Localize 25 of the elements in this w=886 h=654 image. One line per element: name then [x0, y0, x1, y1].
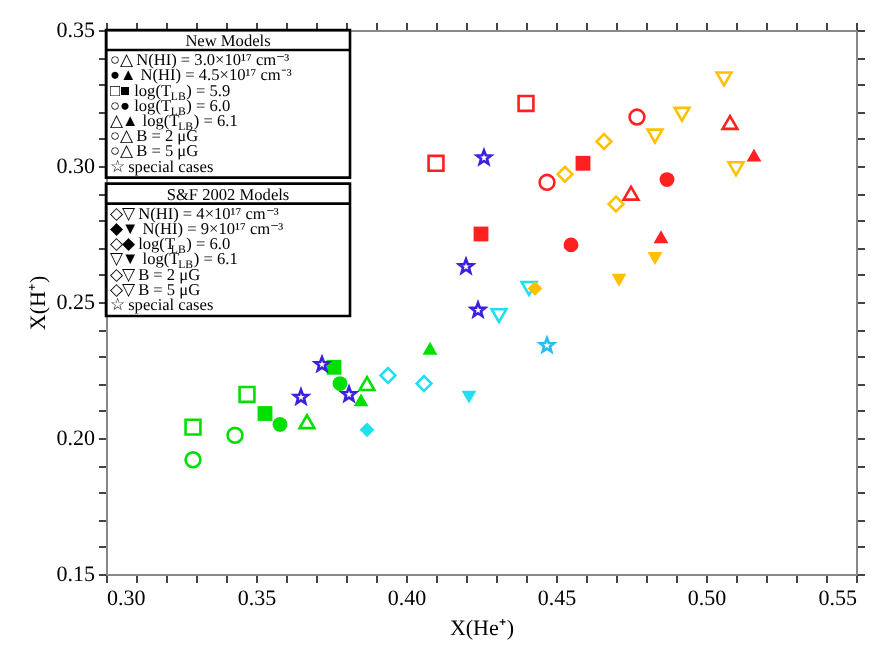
x-tick-label: 0.45	[537, 587, 578, 611]
y-tick-label: 0.15	[56, 563, 96, 587]
annotation: ◇▽ B = 5 μG	[110, 280, 201, 299]
annotation: ☆ special cases	[110, 157, 214, 176]
x-tick-label: 0.40	[387, 587, 428, 611]
x-tick-label: 0.30	[107, 587, 147, 611]
annotation: ●▲ N(HI) = 4.5×10¹⁷ cm⁻³	[110, 66, 293, 85]
y-axis-title: X(H⁺)	[26, 275, 51, 331]
annotation: ◆▼ N(HI) = 9×10¹⁷ cm⁻³	[110, 220, 285, 238]
annotation: ○△ B = 5 μG	[110, 142, 199, 161]
y-tick-label: 0.20	[56, 427, 96, 451]
x-tick-label: 0.35	[237, 587, 278, 611]
annotation: ☆ special cases	[110, 296, 214, 314]
y-tick-label: 0.35	[56, 19, 96, 43]
annotation: ○△ B = 2 μG	[110, 127, 199, 146]
x-tick-label: 0.50	[687, 587, 728, 611]
y-tick-label: 0.25	[56, 291, 96, 315]
x-tick-label: 0.55	[818, 587, 858, 611]
y-tick-label: 0.30	[56, 155, 96, 179]
annotation: ○△ N(HI) = 3.0×10¹⁷ cm⁻³	[110, 51, 291, 70]
annotation: S&F 2002 Models	[166, 185, 290, 204]
annotation: New Models	[185, 32, 271, 50]
annotation: ◇▽ B = 2 μG	[110, 265, 201, 284]
x-axis-title: X(He⁺)	[449, 617, 515, 641]
annotation: ◇▽ N(HI) = 4×10¹⁷ cm⁻³	[110, 204, 280, 223]
